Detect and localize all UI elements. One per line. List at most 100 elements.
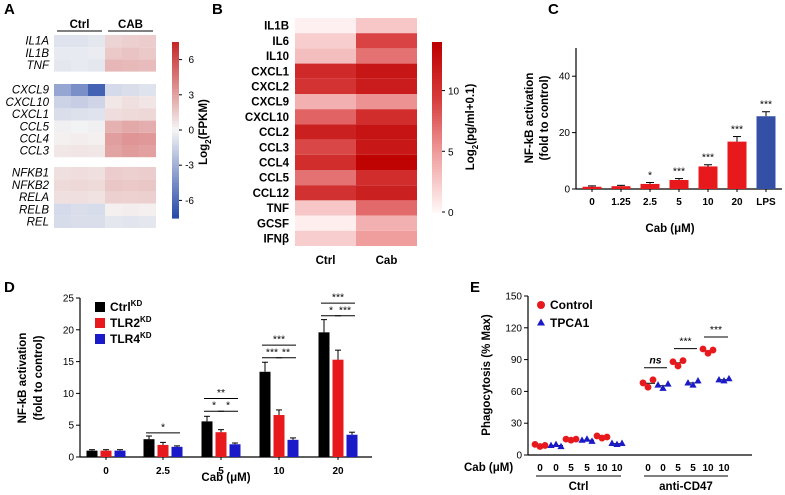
legend-label-sup: KD — [131, 299, 143, 308]
column-label: Ctrl — [316, 255, 336, 267]
heatmap-cell — [122, 35, 139, 48]
colorbar-title-tail: (pg/ml+0.1) — [465, 84, 477, 145]
bar — [100, 450, 112, 457]
heatmap-cell — [139, 145, 156, 158]
heatmap-cell — [71, 47, 88, 60]
gene-label: CXCL9 — [12, 85, 50, 97]
heatmap-cell — [54, 47, 71, 60]
y-tick-label: 5 — [68, 421, 74, 432]
heatmap-cell — [71, 35, 88, 48]
data-point — [588, 437, 596, 444]
data-point — [572, 435, 580, 443]
x-tick-label: 20 — [731, 197, 743, 208]
colorbar-segment — [172, 153, 179, 157]
heatmap-cell — [139, 47, 156, 60]
colorbar-segment — [432, 206, 442, 210]
heatmap-cell — [88, 59, 105, 72]
colorbar-segment — [172, 162, 179, 166]
colorbar-tick-label: 10 — [448, 87, 460, 98]
colorbar-segment — [172, 59, 179, 64]
cytokine-label: CXCL2 — [251, 82, 289, 94]
heatmap-cell — [122, 203, 139, 216]
colorbar-segment — [172, 150, 179, 155]
data-point — [541, 442, 549, 449]
legend-label-name: Ctrl — [110, 300, 131, 314]
significance-label: *** — [266, 346, 278, 358]
heatmap-cell — [105, 191, 122, 204]
heatmap-cell — [71, 179, 88, 192]
cytokine-label: CCL12 — [253, 188, 289, 200]
x-condition-label: 5 — [675, 463, 681, 474]
significance-label: ** — [282, 346, 290, 358]
heatmap-cell — [295, 109, 356, 125]
heatmap-cell — [295, 94, 356, 110]
colorbar-segment — [172, 156, 179, 160]
colorbar-segment — [432, 90, 442, 94]
heatmap-cell — [356, 33, 417, 49]
x-condition-label: 0 — [537, 463, 543, 474]
colorbar-segment — [172, 182, 179, 187]
colorbar-segment — [432, 112, 442, 117]
colorbar-segment — [432, 127, 442, 131]
heatmap-cell — [71, 120, 88, 133]
panel-c-bar-chart: 0 20 40 NF-kB activation (fold to control) 0 1… — [524, 48, 782, 235]
data-point — [639, 379, 647, 387]
heatmap-cell — [295, 124, 356, 140]
x-tick-label: 10 — [702, 197, 714, 208]
x-condition-label: 10 — [702, 463, 714, 474]
colorbar-segment — [172, 130, 179, 134]
colorbar-segment — [432, 84, 442, 88]
data-point — [684, 379, 692, 386]
x-condition-label: 10 — [611, 463, 623, 474]
legend-marker — [537, 301, 545, 309]
heatmap-cell — [139, 215, 156, 228]
colorbar-segment — [432, 61, 442, 66]
heatmap-cell — [356, 200, 417, 216]
colorbar-segment — [172, 141, 179, 146]
column-label: Ctrl — [70, 19, 90, 31]
heatmap-cell — [356, 154, 417, 170]
heatmap-cell — [295, 154, 356, 170]
colorbar-segment — [432, 146, 442, 151]
heatmap-cell — [139, 59, 156, 72]
colorbar-segment — [432, 101, 442, 105]
colorbar-segment — [172, 171, 179, 175]
colorbar-segment — [172, 159, 179, 163]
y-tick-label: 0 — [516, 451, 522, 462]
x-tick-label: 0 — [589, 197, 595, 208]
colorbar-segment — [432, 64, 442, 69]
colorbar-tick-label: -3 — [185, 161, 194, 172]
cytokine-label: CCL4 — [259, 158, 290, 170]
heatmap-cell — [356, 185, 417, 201]
x-axis-prefix: Cab (μM) — [464, 462, 513, 474]
cytokine-label: IFNβ — [263, 234, 289, 246]
x-axis-title: Cab (μM) — [201, 472, 250, 484]
bar — [698, 166, 718, 189]
heatmap-cell — [356, 63, 417, 79]
colorbar-segment — [172, 215, 179, 219]
y-tick-label: 20 — [63, 325, 75, 336]
heatmap-cell — [139, 167, 156, 180]
heatmap-cell — [295, 33, 356, 49]
colorbar-segment — [172, 62, 179, 67]
heatmap-cell — [71, 215, 88, 228]
data-point — [618, 439, 626, 446]
colorbar-segment — [172, 109, 179, 113]
colorbar-segment — [172, 94, 179, 99]
colorbar-segment — [432, 169, 442, 173]
colorbar-segment — [432, 121, 442, 125]
legend-label: TLR2KD — [110, 315, 152, 330]
heatmap-cell — [122, 191, 139, 204]
bar — [259, 371, 271, 457]
colorbar-segment — [432, 53, 442, 57]
significance-label: ns — [649, 355, 661, 367]
heatmap-cell — [295, 139, 356, 155]
colorbar-segment — [172, 138, 179, 143]
gene-label: NFKB2 — [12, 180, 50, 192]
significance-label: * — [648, 170, 652, 182]
heatmap-cell — [54, 108, 71, 121]
heatmap-cell — [71, 96, 88, 109]
panel-label-b: B — [212, 1, 223, 18]
colorbar-segment — [432, 163, 442, 168]
colorbar-tick-label: 0 — [188, 126, 194, 137]
